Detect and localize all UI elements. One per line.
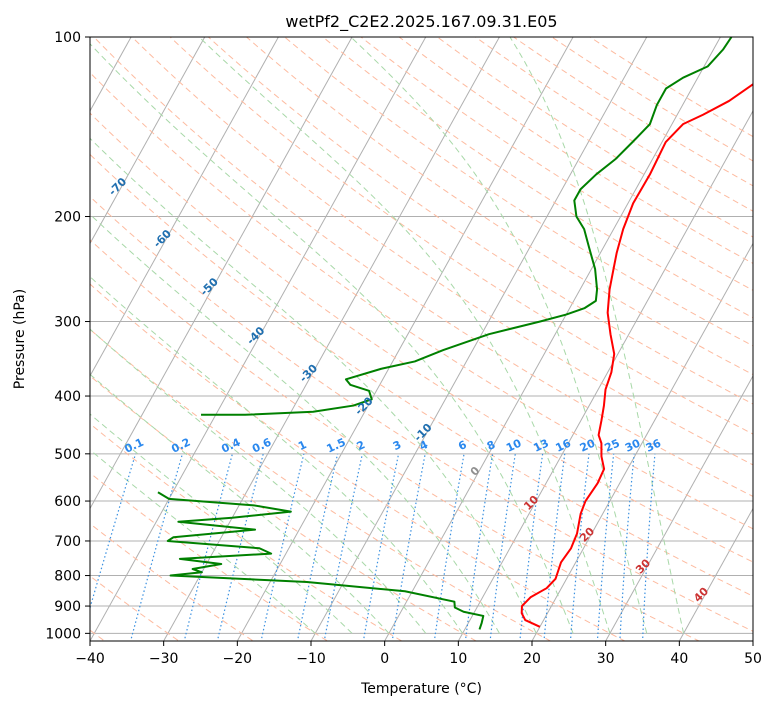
x-tick-label: −20 [223,651,253,667]
y-axis-label: Pressure (hPa) [12,289,28,389]
series-layer [157,37,753,630]
isotherm-label: -90 [11,80,34,103]
isotherm-gridline [0,37,57,641]
mixing-ratio-line [596,453,615,641]
plot-content: 0.10.20.40.611.52346810131620253036-100-… [0,37,753,641]
y-tick-label: 1000 [45,626,81,642]
dry-adiabat [90,375,478,641]
mixing-ratio-label: 20 [578,436,598,454]
profile-line-3 [201,37,733,416]
mixing-ratio-line [391,453,426,641]
profile-line-2 [157,491,485,630]
y-tick-label: 500 [54,447,81,463]
isotherm-gridline [457,109,753,641]
mixing-ratio-label: 36 [644,436,664,454]
mixing-ratio-layer [90,453,656,641]
y-tick-label: 200 [54,210,81,226]
mixing-ratio-line [569,453,590,641]
mixing-ratio-line [260,453,305,641]
isotherm-gridline [90,37,353,510]
mixing-ratio-line [543,453,566,641]
mixing-ratio-line [433,453,465,641]
y-tick-label: 300 [54,315,81,331]
moist-adiabat [509,37,685,634]
x-axis-label: Temperature (°C) [360,681,482,697]
isotherm-gridline [384,37,721,641]
isotherm-gridline [678,507,753,641]
moist-adiabat [90,373,390,634]
y-tick-label: 400 [54,389,81,405]
moist-adiabat [90,213,500,634]
moist-adiabat [90,328,427,634]
plot-frame [89,36,754,642]
moist-adiabat [90,276,464,634]
x-tick-label: −30 [149,651,179,667]
dry-adiabat [93,37,753,497]
isotherm-gridline [90,37,279,377]
isotherm-gridline [605,374,753,641]
mixing-ratio-line [183,453,233,641]
y-tick-label: 900 [54,599,81,615]
x-tick-label: 50 [744,651,762,667]
profile-line-1 [520,82,753,628]
mixing-ratio-line [323,453,363,641]
y-tick-label: 700 [54,534,81,550]
isotherm-gridline [90,37,206,245]
dry-adiabat [90,71,753,530]
isotherm-gridline [163,37,500,641]
x-tick-label: 40 [670,651,688,667]
adiabat-layer [90,37,753,641]
mixing-ratio-line [90,453,137,610]
mixing-ratio-line [641,453,656,641]
x-tick-label: 30 [597,651,615,667]
grid-layer [0,37,753,641]
mixing-ratio-label: 13 [531,437,550,455]
x-tick-label: 0 [380,651,389,667]
x-tick-label: 20 [523,651,541,667]
mixing-ratio-line [362,453,400,641]
dry-adiabat [284,37,753,347]
isotherm-label: -80 [59,128,82,151]
dry-adiabat [90,472,329,641]
y-tick-label: 800 [54,569,81,585]
y-tick-label: 100 [54,30,81,46]
moist-adiabat [198,37,611,634]
isotherm-gridline [752,639,753,641]
dry-adiabat [90,239,701,641]
mixing-ratio-label: 16 [554,436,574,454]
isotherm-gridline [90,37,427,641]
dry-adiabat [90,112,753,563]
mixing-ratio-line [296,453,339,641]
mixing-ratio-line [489,453,516,641]
moist-adiabat [90,413,353,634]
moist-adiabat [90,43,574,634]
mixing-ratio-line [619,453,635,641]
y-axis: 100 200 300 400 500 600 700 800 900 1000 [45,30,90,642]
isotherm-gridline [310,37,648,641]
chart-title: wetPf2_C2E2.2025.167.09.31.E05 [285,12,557,32]
mixing-ratio-label: 25 [603,437,622,455]
dry-adiabat [90,328,552,641]
dry-adiabat [208,37,753,405]
moist-adiabat [90,449,316,634]
dry-adiabat [322,37,753,319]
mixing-ratio-line [129,453,184,641]
dry-adiabat [246,37,753,376]
mixing-ratio-line [216,453,264,641]
x-tick-label: −40 [75,651,105,667]
mixing-ratio-line [464,453,494,641]
mixing-ratio-label: 30 [623,436,643,454]
y-tick-label: 600 [54,494,81,510]
dry-adiabat [90,195,753,632]
mixing-ratio-label: 10 [504,436,524,454]
isotherm-gridline [531,242,753,641]
moist-adiabat [350,37,648,634]
x-axis: −40 −30 −20 −10 0 10 20 30 40 50 [75,641,762,667]
x-tick-label: 10 [449,651,467,667]
dry-adiabat [90,153,753,597]
x-tick-label: −10 [296,651,326,667]
